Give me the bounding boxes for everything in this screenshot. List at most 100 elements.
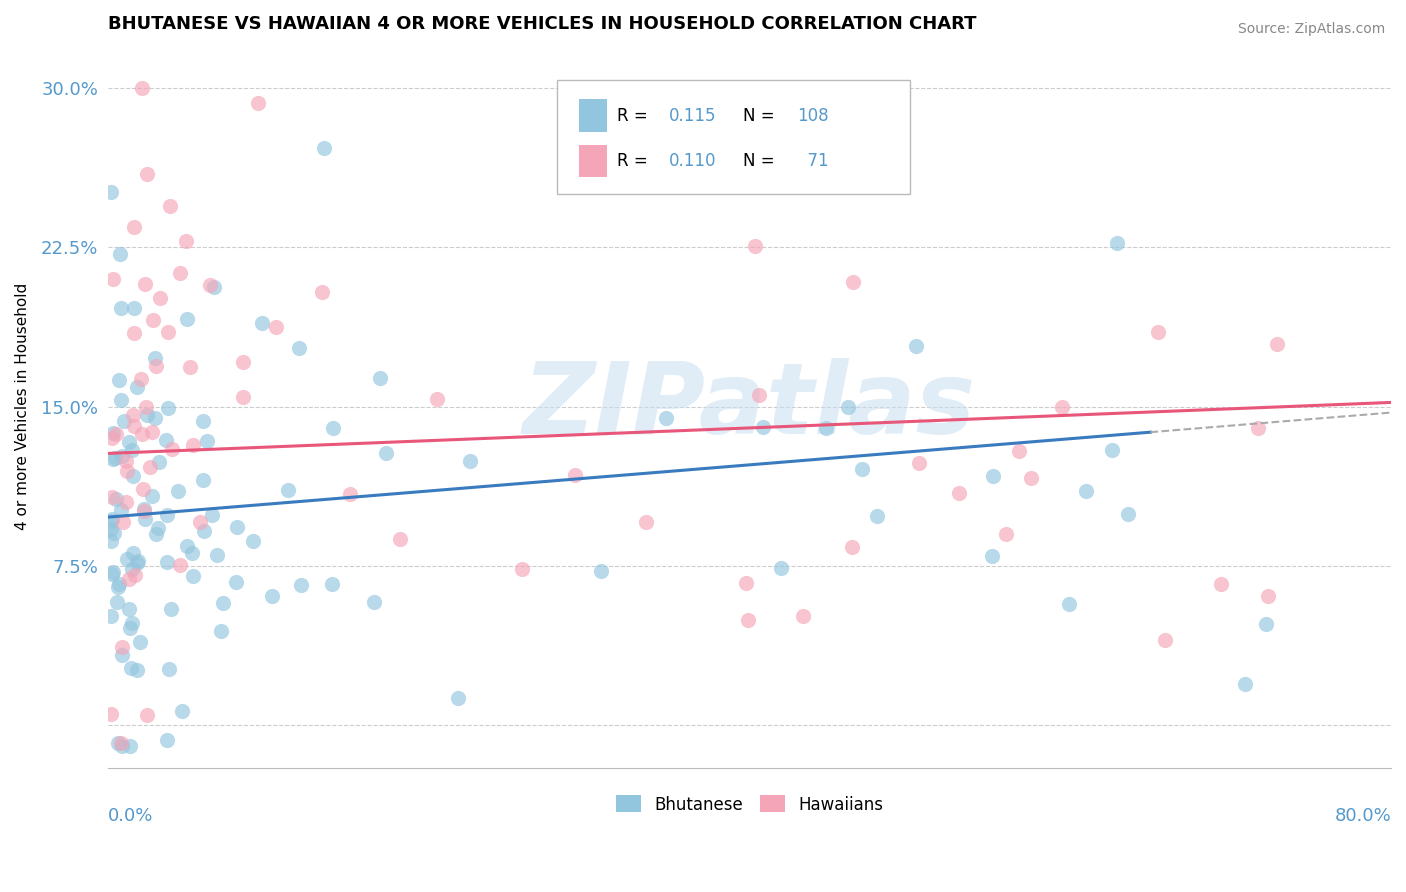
- Point: [141, 425, 163, 440]
- FancyBboxPatch shape: [579, 145, 607, 178]
- Point: [375, 445, 398, 459]
- Point: [211, 596, 233, 610]
- Point: [136, 708, 159, 723]
- Point: [181, 438, 204, 452]
- Point: [1265, 336, 1288, 351]
- Point: [226, 520, 249, 534]
- Point: [139, 460, 162, 475]
- FancyBboxPatch shape: [579, 100, 607, 132]
- Point: [101, 452, 124, 467]
- Point: [145, 359, 167, 373]
- Point: [100, 533, 122, 548]
- Point: [744, 239, 766, 253]
- Point: [101, 566, 124, 581]
- Text: 71: 71: [797, 153, 828, 170]
- Point: [188, 515, 211, 529]
- Point: [117, 552, 139, 566]
- Point: [1007, 444, 1029, 458]
- Point: [129, 372, 152, 386]
- Point: [156, 733, 179, 747]
- Point: [101, 490, 124, 504]
- Point: [142, 313, 165, 327]
- Point: [131, 482, 153, 496]
- Point: [127, 554, 149, 568]
- Point: [748, 387, 770, 401]
- Point: [118, 572, 141, 586]
- Point: [814, 421, 837, 435]
- Text: 80.0%: 80.0%: [1334, 807, 1391, 825]
- Text: N =: N =: [744, 153, 780, 170]
- Point: [110, 736, 132, 750]
- Point: [980, 549, 1002, 563]
- Point: [134, 511, 156, 525]
- Point: [100, 185, 122, 199]
- Point: [157, 401, 180, 415]
- Point: [1247, 421, 1270, 435]
- Text: 0.110: 0.110: [669, 153, 716, 170]
- Point: [115, 454, 138, 468]
- Point: [426, 392, 449, 406]
- Point: [136, 409, 159, 423]
- Point: [111, 648, 134, 662]
- Point: [841, 540, 863, 554]
- Point: [851, 462, 873, 476]
- Point: [655, 411, 678, 425]
- Point: [108, 577, 131, 591]
- Point: [108, 373, 131, 387]
- Point: [122, 546, 145, 560]
- Point: [100, 523, 122, 537]
- Point: [156, 555, 179, 569]
- Point: [118, 434, 141, 449]
- Point: [155, 433, 177, 447]
- Point: [994, 526, 1017, 541]
- Point: [135, 400, 157, 414]
- Point: [266, 320, 288, 334]
- Point: [866, 508, 889, 523]
- Point: [242, 533, 264, 548]
- Point: [769, 561, 792, 575]
- Point: [127, 557, 149, 571]
- Text: ZIPatlas: ZIPatlas: [523, 359, 976, 455]
- Point: [1057, 598, 1080, 612]
- Point: [1050, 400, 1073, 414]
- Point: [737, 613, 759, 627]
- Point: [908, 456, 931, 470]
- Text: 0.115: 0.115: [669, 107, 716, 125]
- Point: [458, 454, 481, 468]
- Point: [179, 360, 201, 375]
- Point: [290, 578, 312, 592]
- Point: [837, 400, 859, 414]
- Point: [195, 434, 218, 448]
- Point: [157, 662, 180, 676]
- Point: [101, 425, 124, 440]
- Point: [128, 634, 150, 648]
- Point: [200, 278, 222, 293]
- Point: [122, 469, 145, 483]
- Point: [842, 275, 865, 289]
- Point: [105, 427, 128, 442]
- Point: [111, 640, 134, 654]
- Point: [314, 141, 336, 155]
- Point: [202, 280, 225, 294]
- Text: N =: N =: [744, 107, 780, 125]
- Point: [121, 562, 143, 576]
- Point: [110, 502, 132, 516]
- Point: [156, 508, 179, 523]
- Point: [176, 311, 198, 326]
- Point: [122, 418, 145, 433]
- Point: [131, 81, 153, 95]
- Text: Source: ZipAtlas.com: Source: ZipAtlas.com: [1237, 22, 1385, 37]
- Point: [121, 408, 143, 422]
- Point: [112, 414, 135, 428]
- Text: BHUTANESE VS HAWAIIAN 4 OR MORE VEHICLES IN HOUSEHOLD CORRELATION CHART: BHUTANESE VS HAWAIIAN 4 OR MORE VEHICLES…: [108, 15, 977, 33]
- Point: [122, 219, 145, 234]
- Point: [589, 564, 612, 578]
- Point: [232, 355, 254, 369]
- Point: [143, 410, 166, 425]
- Point: [311, 285, 333, 299]
- Point: [110, 392, 132, 407]
- Point: [101, 271, 124, 285]
- Point: [191, 474, 214, 488]
- Point: [121, 442, 143, 457]
- Point: [1154, 632, 1177, 647]
